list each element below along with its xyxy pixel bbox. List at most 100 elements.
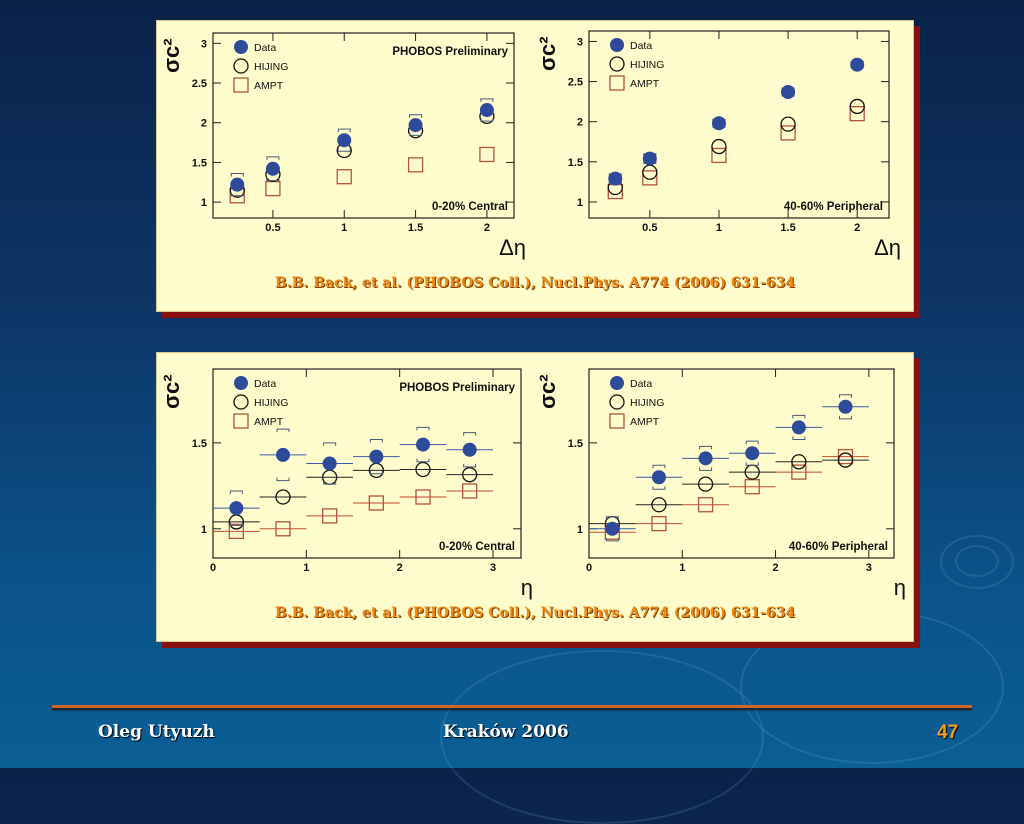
data-point bbox=[337, 133, 352, 148]
systematic-error-bracket bbox=[369, 470, 383, 475]
y-axis-label: σc² bbox=[159, 374, 184, 409]
hijing-point bbox=[849, 98, 865, 115]
x-tick-label: 0.5 bbox=[642, 222, 657, 234]
chart-title: PHOBOS Preliminary bbox=[392, 46, 508, 58]
data-point bbox=[745, 446, 760, 461]
x-tick-label: 2 bbox=[772, 562, 778, 574]
data-point bbox=[416, 437, 430, 452]
legend-marker-data bbox=[234, 40, 248, 54]
y-tick-label: 1.5 bbox=[568, 438, 583, 450]
ampt-point bbox=[607, 183, 623, 200]
hijing-point bbox=[415, 461, 431, 478]
footer-divider bbox=[52, 705, 972, 708]
legend-label: Data bbox=[254, 42, 276, 54]
footer-place: Kraków 2006 bbox=[443, 722, 569, 742]
systematic-error-bracket bbox=[276, 477, 290, 482]
systematic-error-bracket bbox=[416, 458, 430, 463]
x-axis-label: η bbox=[521, 575, 533, 600]
data-point bbox=[781, 84, 796, 99]
data-point bbox=[608, 171, 623, 186]
ampt-point bbox=[642, 170, 658, 186]
legend-marker-ampt bbox=[233, 413, 249, 429]
legend-label: HIJING bbox=[254, 397, 288, 409]
systematic-error-bracket bbox=[652, 464, 666, 469]
ampt-point bbox=[837, 448, 854, 465]
x-tick-label: 0 bbox=[210, 562, 216, 574]
legend-marker-ampt bbox=[233, 77, 249, 93]
centrality-annotation: 0-20% Central bbox=[432, 201, 508, 213]
hijing-point bbox=[791, 454, 807, 470]
legend-label: AMPT bbox=[254, 416, 284, 428]
systematic-error-bracket bbox=[792, 414, 806, 419]
data-point bbox=[711, 116, 726, 131]
x-tick-label: 1 bbox=[716, 222, 722, 234]
footer-author: Oleg Utyuzh bbox=[98, 722, 215, 742]
plot-frame bbox=[588, 368, 895, 559]
figure-panel-eta: 0 1 2 3 1 1.5 η σc² PHOBOS Preliminary 0-20% Cent… bbox=[156, 352, 914, 642]
systematic-error-bracket bbox=[605, 537, 619, 542]
figure-panel-delta-eta: 0.5 1 1.5 2 1 1.5 2 2.5 3 Δη σc² PHOBOS Preliminary… bbox=[156, 20, 914, 312]
legend-marker-data bbox=[610, 376, 624, 390]
legend-label: Data bbox=[630, 378, 652, 390]
systematic-error-bracket bbox=[266, 177, 280, 182]
x-axis-label: η bbox=[894, 575, 906, 600]
systematic-error-bracket bbox=[463, 432, 477, 436]
ampt-point bbox=[651, 515, 667, 532]
systematic-error-bracket bbox=[463, 463, 477, 468]
y-axis-label: σc² bbox=[159, 38, 184, 73]
data-point bbox=[369, 449, 384, 464]
legend-label: HIJING bbox=[630, 397, 664, 409]
hijing-point bbox=[462, 467, 478, 483]
legend-marker-data bbox=[610, 38, 624, 52]
systematic-error-bracket bbox=[229, 522, 243, 526]
data-point bbox=[408, 118, 423, 133]
centrality-annotation: 0-20% Central bbox=[439, 541, 515, 553]
y-tick-label: 1.5 bbox=[568, 157, 583, 169]
hijing-point bbox=[780, 116, 796, 132]
ampt-point bbox=[780, 125, 796, 141]
systematic-error-bracket bbox=[230, 192, 244, 197]
ampt-point bbox=[275, 521, 291, 537]
x-tick-label: 2 bbox=[854, 222, 860, 234]
data-point bbox=[479, 103, 494, 118]
y-tick-label: 1 bbox=[577, 524, 583, 536]
ampt-point bbox=[697, 497, 714, 513]
systematic-error-bracket bbox=[323, 442, 337, 446]
background-ripple bbox=[940, 535, 1014, 589]
ampt-point bbox=[228, 523, 244, 540]
x-tick-label: 2 bbox=[484, 222, 490, 234]
systematic-error-bracket bbox=[745, 440, 759, 445]
hijing-point bbox=[642, 164, 658, 180]
citation: B.B. Back, et al. (PHOBOS Coll.), Nucl.P… bbox=[274, 605, 796, 621]
background-ripple bbox=[955, 545, 999, 577]
plot-frame bbox=[212, 368, 522, 559]
legend-marker-hijing bbox=[233, 58, 249, 74]
y-tick-label: 1 bbox=[201, 524, 207, 536]
systematic-error-bracket bbox=[323, 481, 337, 485]
systematic-error-bracket bbox=[369, 438, 383, 443]
data-point bbox=[276, 447, 290, 462]
systematic-error-bracket bbox=[652, 486, 666, 490]
systematic-error-bracket bbox=[409, 132, 423, 136]
ampt-point bbox=[415, 489, 431, 505]
ampt-point bbox=[479, 146, 495, 163]
x-tick-label: 1 bbox=[303, 562, 309, 574]
data-point bbox=[230, 177, 245, 192]
plot-frame bbox=[588, 30, 890, 219]
x-tick-label: 1 bbox=[679, 562, 685, 574]
legend-marker-hijing bbox=[609, 56, 625, 72]
data-point bbox=[462, 442, 477, 457]
x-tick-label: 3 bbox=[866, 562, 872, 574]
legend-label: HIJING bbox=[254, 61, 288, 73]
y-tick-label: 2.5 bbox=[192, 78, 207, 90]
x-axis-label: Δη bbox=[499, 235, 526, 260]
legend-marker-hijing bbox=[609, 394, 625, 410]
ampt-point bbox=[462, 483, 478, 499]
y-tick-label: 1 bbox=[201, 197, 207, 209]
hijing-point bbox=[697, 476, 714, 492]
y-tick-label: 1 bbox=[577, 197, 583, 209]
data-point bbox=[265, 161, 280, 176]
systematic-error-bracket bbox=[416, 426, 430, 431]
legend-label: HIJING bbox=[630, 59, 664, 71]
systematic-error-bracket bbox=[699, 467, 713, 471]
